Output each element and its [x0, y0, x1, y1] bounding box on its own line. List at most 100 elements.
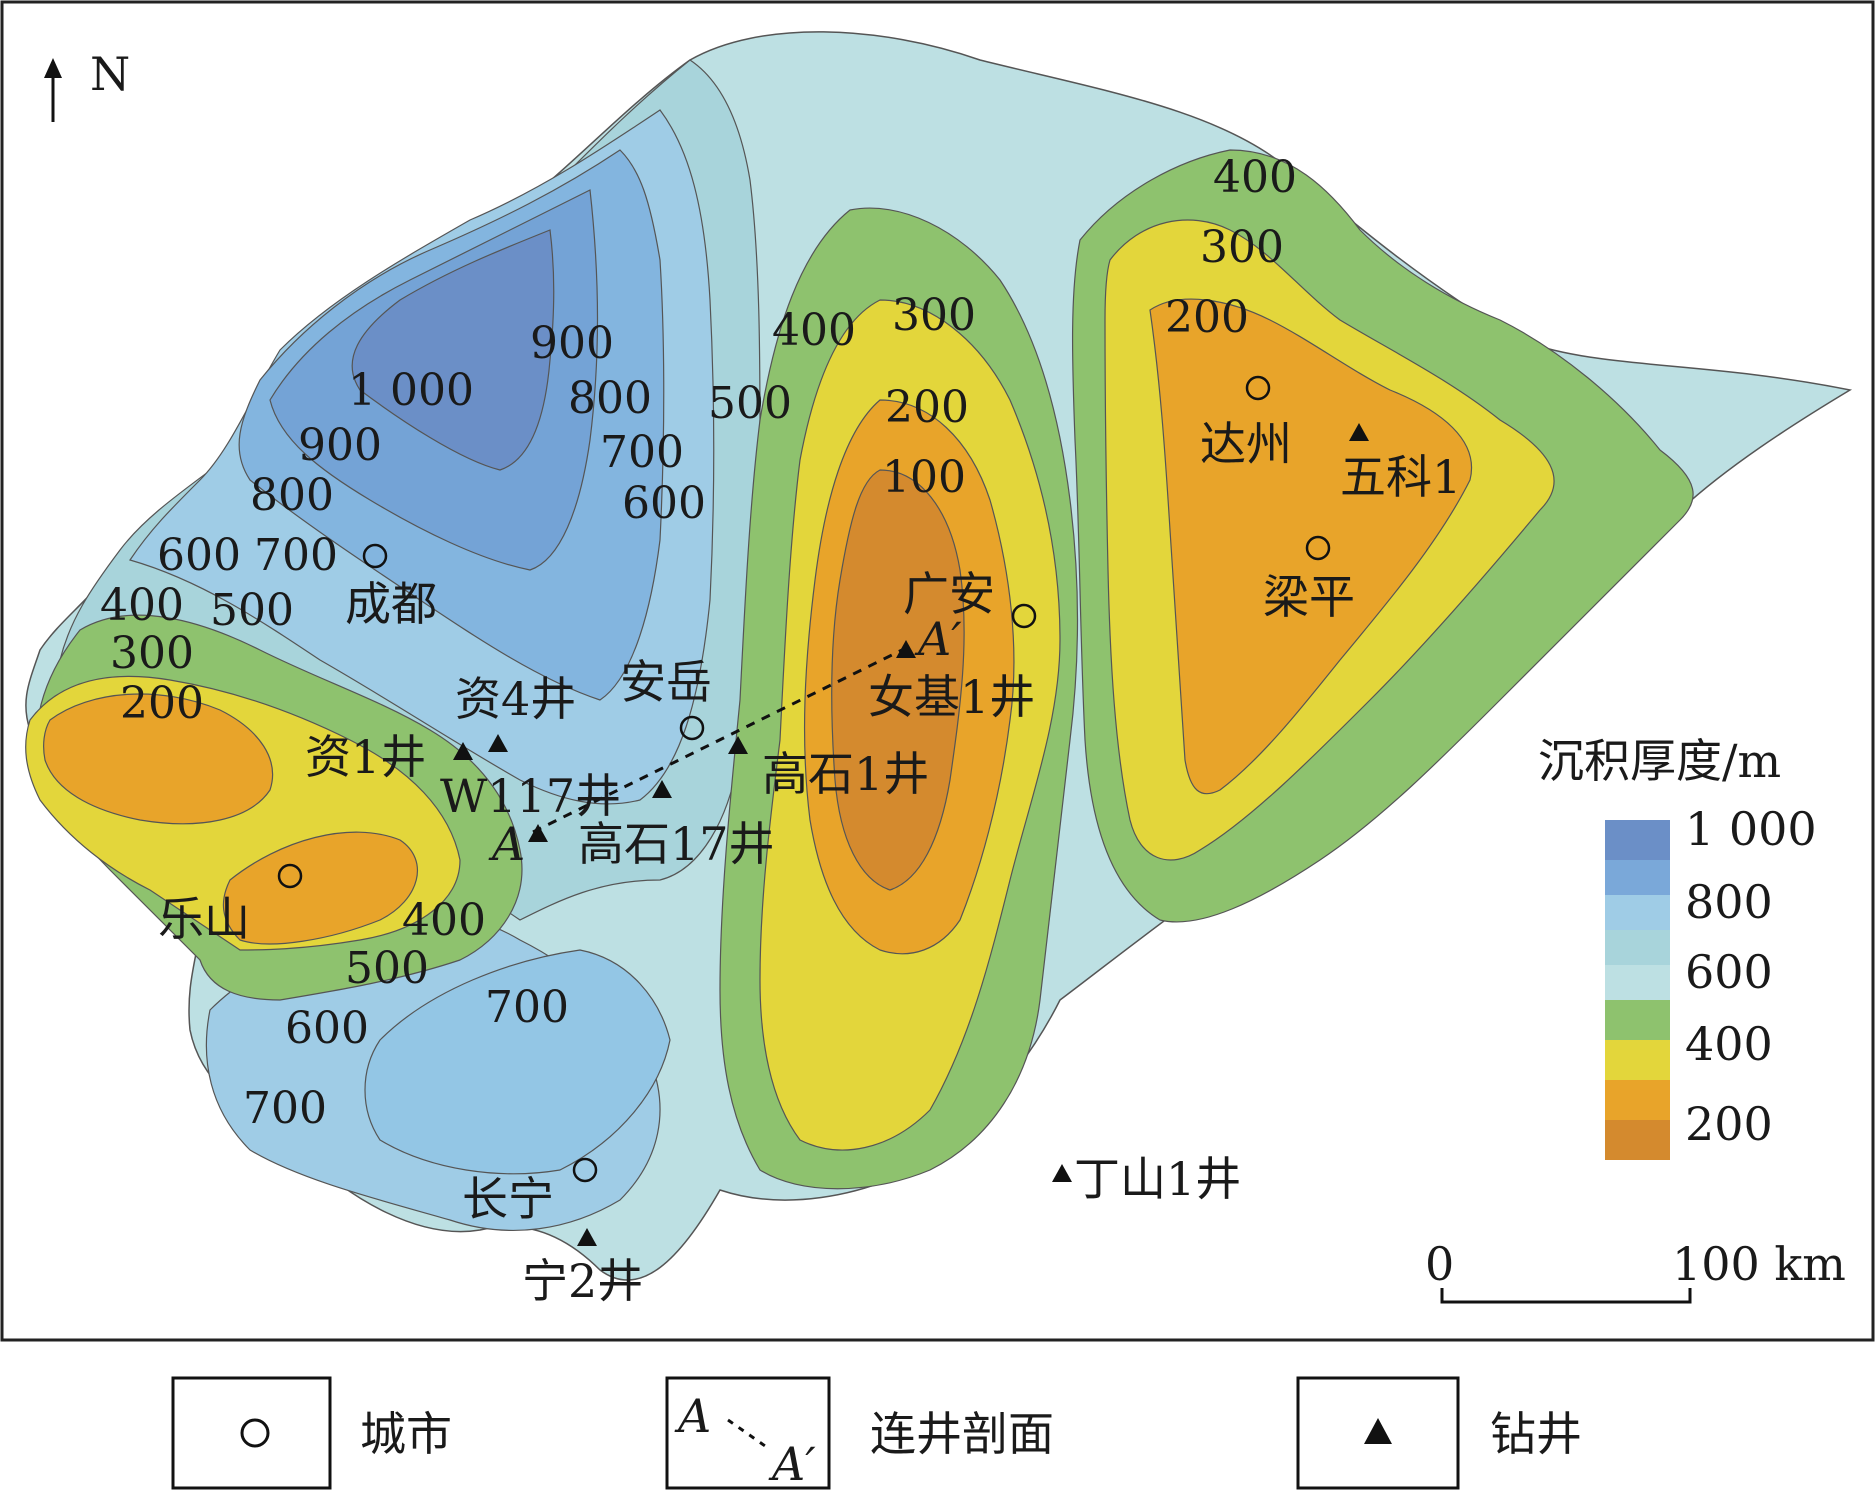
legend-title: 沉积厚度/m	[1538, 734, 1781, 788]
well-label-wuke1: 五科1	[1340, 450, 1461, 504]
contour-label: 400	[100, 580, 184, 631]
symbol-key: 城市 A A′ 连井剖面 钻井	[171, 1376, 1582, 1491]
city-label-leshan: 乐山	[158, 892, 250, 946]
scale-end-label: 100 km	[1672, 1237, 1846, 1291]
city-label-guangan: 广安	[903, 567, 995, 621]
zone-1000	[351, 229, 555, 471]
contour-label: 500	[708, 378, 792, 429]
well-label-gaoshi17: 高石17井	[578, 817, 775, 871]
well-icon	[1349, 423, 1369, 441]
legend-swatch	[1605, 1040, 1670, 1080]
legend-swatch	[1605, 895, 1670, 930]
contour-label: 700	[254, 530, 338, 581]
well-icon	[896, 640, 916, 658]
well-icon	[577, 1228, 597, 1246]
city-label-anyue: 安岳	[620, 655, 712, 709]
city-label-changning: 长宁	[462, 1172, 554, 1226]
well-label-nvji1: 女基1井	[868, 670, 1035, 724]
key-section-end: A′	[768, 1437, 816, 1491]
north-label: N	[90, 47, 130, 101]
zone-central-100	[831, 469, 965, 891]
section-end-label: A′	[914, 612, 962, 666]
well-icon	[528, 824, 548, 842]
section-start-label: A	[488, 817, 525, 871]
contour-label: 400	[1213, 152, 1297, 203]
well-icon	[1052, 1164, 1072, 1182]
key-label-section: 连井剖面	[870, 1407, 1054, 1461]
well-icon	[453, 742, 473, 760]
legend-tick: 800	[1685, 875, 1773, 929]
city-icon	[240, 1418, 270, 1448]
contour-label: 600	[157, 530, 241, 581]
key-box-well	[1296, 1376, 1460, 1490]
legend-swatch	[1605, 965, 1670, 1000]
well-markers: 资4井 资1井 W117井 高石17井 高石1井 女基1井 五科1 丁山1井 宁…	[305, 423, 1461, 1308]
city-icon	[1245, 375, 1271, 401]
contour-label: 300	[1200, 222, 1284, 273]
legend-swatch	[1605, 1120, 1670, 1160]
contour-label: 300	[110, 628, 194, 679]
city-icon	[277, 863, 303, 889]
legend-tick: 600	[1685, 945, 1773, 999]
legend-swatch	[1605, 930, 1670, 965]
well-label-zi4: 资4井	[455, 672, 576, 726]
city-icon	[679, 715, 705, 741]
legend-swatch	[1605, 820, 1670, 860]
contour-label: 500	[210, 585, 294, 636]
contour-label: 700	[243, 1083, 327, 1134]
contour-label: 700	[600, 427, 684, 478]
contour-label: 700	[485, 982, 569, 1033]
north-arrow: N	[44, 47, 130, 122]
contour-label: 1 000	[348, 365, 474, 416]
contour-label: 800	[250, 470, 334, 521]
zone-east-200	[1149, 298, 1473, 795]
section-line-icon	[727, 1418, 769, 1450]
contour-label: 200	[885, 382, 969, 433]
section-line	[532, 648, 903, 834]
contour-label: 100	[882, 452, 966, 503]
contour-label: 600	[622, 478, 706, 529]
contour-label: 400	[402, 895, 486, 946]
city-label-liangping: 梁平	[1263, 570, 1355, 624]
contour-labels: 1 000 900 900 800 800 700 700 600 600 50…	[100, 152, 1297, 1134]
legend-tick: 400	[1685, 1017, 1773, 1071]
legend-swatch	[1605, 1080, 1670, 1120]
contour-label: 900	[298, 420, 382, 471]
contour-label: 200	[1165, 292, 1249, 343]
legend-tick: 1 000	[1685, 802, 1817, 856]
well-icon	[1364, 1418, 1392, 1444]
city-label-dazhou: 达州	[1200, 417, 1292, 471]
zone-west-200b	[222, 831, 418, 945]
legend-tick: 200	[1685, 1097, 1773, 1151]
city-label-chengdu: 成都	[345, 577, 437, 631]
contour-label: 900	[530, 318, 614, 369]
scale-bar: 0 100 km	[1425, 1237, 1846, 1304]
key-box-section	[665, 1376, 831, 1490]
well-label-zi1: 资1井	[305, 730, 426, 784]
well-label-w117: W117井	[440, 769, 621, 823]
key-section-start: A	[674, 1389, 711, 1443]
contour-label: 400	[772, 305, 856, 356]
well-label-gaoshi1: 高石1井	[762, 747, 929, 801]
well-icon	[728, 736, 748, 754]
zone-west-200a	[43, 693, 274, 825]
scale-line	[1440, 1288, 1692, 1304]
city-markers: 成都 安岳 广安 达州 梁平 乐山 长宁	[158, 375, 1355, 1226]
city-icon	[1305, 535, 1331, 561]
contour-label: 500	[345, 943, 429, 994]
well-icon	[488, 734, 508, 752]
key-label-well: 钻井	[1490, 1407, 1582, 1461]
well-icon	[652, 780, 672, 798]
well-label-dingshan1: 丁山1井	[1074, 1152, 1241, 1206]
thickness-legend: 沉积厚度/m 1 000 800 600 400 200	[1538, 734, 1817, 1160]
contour-label: 800	[568, 373, 652, 424]
key-label-city: 城市	[360, 1407, 452, 1461]
city-icon	[572, 1157, 598, 1183]
city-icon	[362, 543, 388, 569]
key-box-city	[171, 1376, 332, 1490]
contour-label: 300	[892, 290, 976, 341]
zone-south-800	[364, 949, 671, 1175]
contour-label: 200	[120, 678, 204, 729]
